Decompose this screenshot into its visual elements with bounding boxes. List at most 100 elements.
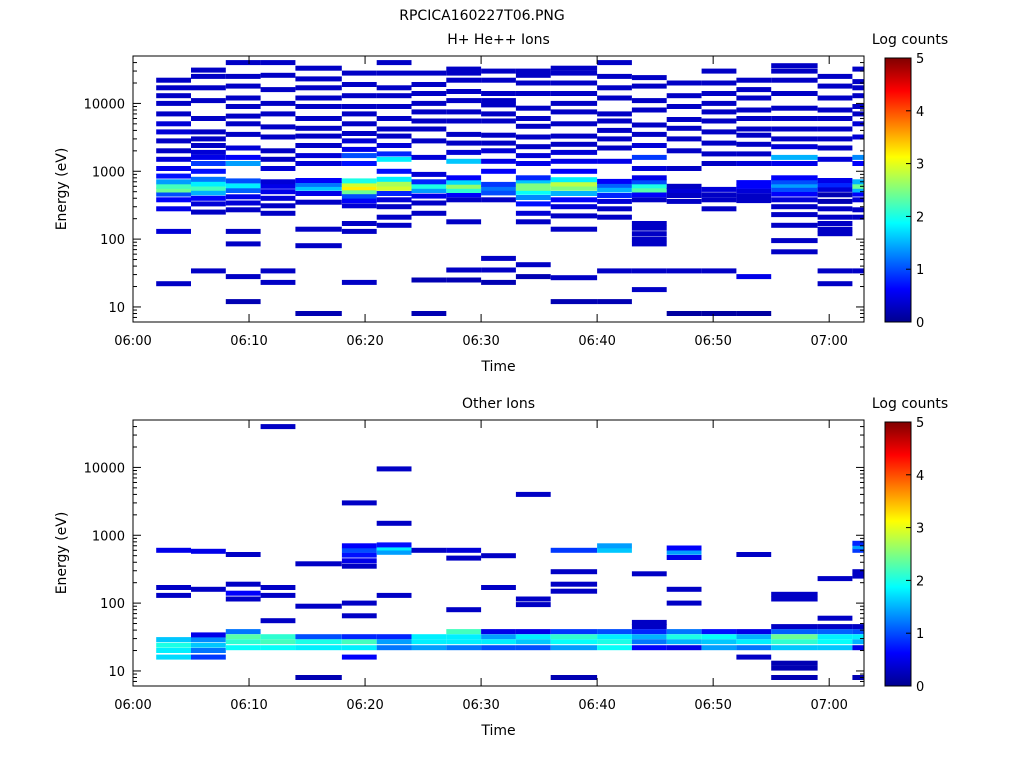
- heatmap-cell: [817, 95, 853, 101]
- heatmap-cell: [156, 648, 191, 653]
- y-tick-label: 10: [108, 301, 125, 316]
- heatmap-cell: [631, 187, 667, 193]
- heatmap-cell: [771, 629, 818, 635]
- heatmap-cell: [631, 571, 667, 577]
- heatmap-cell: [515, 201, 551, 207]
- heatmap-cell: [225, 60, 261, 66]
- heatmap-cell: [550, 70, 598, 76]
- heatmap-cell: [260, 639, 296, 645]
- heatmap-cell: [341, 70, 377, 76]
- heatmap-cell: [191, 642, 226, 648]
- heatmap-cell: [376, 214, 412, 220]
- heatmap-cell: [295, 243, 342, 249]
- heatmap-cell: [852, 639, 864, 645]
- heatmap-cell: [411, 645, 447, 651]
- heatmap-cell: [631, 639, 667, 645]
- heatmap-cell: [446, 183, 482, 189]
- x-tick-label: 06:20: [346, 334, 383, 349]
- heatmap-cell: [817, 645, 853, 651]
- heatmap-cell: [341, 93, 377, 99]
- heatmap-cell: [771, 222, 818, 228]
- colorbar-tick-label: 3: [916, 158, 924, 173]
- heatmap-cell: [771, 639, 818, 645]
- heatmap-cell: [295, 634, 342, 640]
- heatmap-cell: [225, 241, 261, 247]
- heatmap-cell: [597, 198, 632, 204]
- heatmap-cell: [631, 98, 667, 104]
- heatmap-cell: [666, 125, 702, 131]
- heatmap-cell: [666, 634, 702, 640]
- heatmap-cell: [156, 228, 191, 234]
- heatmap-cell: [376, 70, 412, 76]
- heatmap-cell: [376, 85, 412, 91]
- heatmap-cell: [481, 91, 516, 96]
- heatmap-cell: [295, 226, 342, 232]
- heatmap-cell: [341, 563, 377, 569]
- heatmap-cell: [376, 466, 412, 472]
- heatmap-cell: [411, 109, 447, 115]
- heatmap-cell: [191, 637, 226, 643]
- heatmap-cell: [341, 198, 377, 204]
- heatmap-cell: [446, 277, 482, 283]
- heatmap-cell: [515, 219, 551, 225]
- heatmap-cell: [817, 136, 853, 142]
- heatmap-cell: [817, 221, 853, 226]
- heatmap-cell: [225, 590, 261, 596]
- heatmap-cell: [771, 197, 818, 203]
- heatmap-cell: [481, 102, 516, 108]
- heatmap-cell: [341, 600, 377, 606]
- heatmap-cell: [411, 183, 447, 189]
- heatmap-cell: [597, 187, 632, 193]
- heatmap-cell: [376, 592, 412, 598]
- heatmap-cell: [225, 645, 261, 651]
- heatmap-cell: [550, 675, 598, 680]
- heatmap-cell: [260, 592, 296, 598]
- heatmap-cell: [550, 181, 598, 187]
- heatmap-cell: [156, 547, 191, 553]
- heatmap-cell: [341, 228, 377, 234]
- heatmap-cell: [597, 118, 632, 124]
- heatmap-cell: [481, 585, 516, 590]
- heatmap-cell: [481, 267, 516, 273]
- heatmap-cell: [515, 68, 551, 74]
- heatmap-cell: [446, 109, 482, 115]
- heatmap-cell: [411, 188, 447, 193]
- x-axis-label: Time: [480, 359, 515, 375]
- heatmap-cell: [341, 203, 377, 209]
- heatmap-cell: [666, 639, 702, 645]
- heatmap-cell: [550, 149, 598, 155]
- heatmap-cell: [446, 175, 482, 181]
- heatmap-cell: [295, 76, 342, 82]
- heatmap-cell: [260, 134, 296, 140]
- heatmap-cell: [631, 629, 667, 635]
- heatmap-cell: [736, 639, 772, 645]
- colorbar-tick-label: 1: [916, 263, 924, 278]
- heatmap-cell: [341, 104, 377, 109]
- heatmap-cell: [852, 191, 864, 197]
- heatmap-cell: [597, 634, 632, 640]
- heatmap-cell: [481, 181, 516, 187]
- heatmap-cell: [817, 231, 853, 237]
- heatmap-cell: [481, 111, 516, 117]
- colorbar-label: Log counts: [872, 32, 948, 48]
- heatmap-cell: [515, 161, 551, 166]
- heatmap-cell: [597, 206, 632, 212]
- heatmap-cell: [817, 206, 853, 212]
- heatmap-cell: [260, 111, 296, 117]
- heatmap-cell: [225, 207, 261, 213]
- heatmap-cell: [341, 121, 377, 127]
- colorbar-label: Log counts: [872, 396, 948, 412]
- heatmap-cell: [515, 639, 551, 645]
- heatmap-cell: [852, 121, 864, 127]
- heatmap-cell: [817, 624, 853, 630]
- heatmap-cell: [771, 116, 818, 121]
- heatmap-cell: [191, 185, 226, 191]
- heatmap-cell: [376, 126, 412, 132]
- heatmap-cell: [852, 187, 864, 193]
- heatmap-cell: [260, 183, 296, 189]
- heatmap-cell: [295, 116, 342, 121]
- heatmap-cell: [631, 131, 667, 137]
- heatmap-cell: [597, 299, 632, 305]
- heatmap-cell: [515, 602, 551, 608]
- heatmap-cell: [515, 134, 551, 140]
